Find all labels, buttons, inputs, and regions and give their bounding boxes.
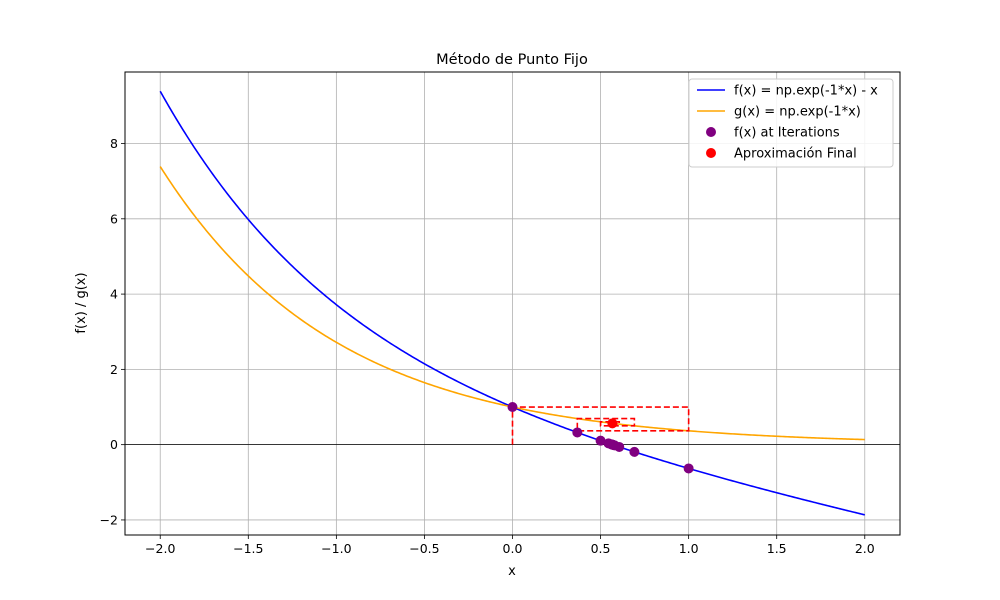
x-tick-label: −0.5 bbox=[409, 541, 439, 556]
iteration-point bbox=[572, 427, 583, 438]
y-tick-label: 4 bbox=[110, 287, 118, 302]
legend-marker-swatch bbox=[706, 148, 716, 158]
x-axis-ticks: −2.0 −1.5 −1.0 −0.5 0.0 0.5 1.0 1.5 2.0 bbox=[145, 535, 875, 556]
x-tick-label: 2.0 bbox=[855, 541, 875, 556]
final-approximation-point bbox=[607, 418, 618, 429]
y-axis-ticks: −2 0 2 4 6 8 bbox=[100, 136, 125, 527]
x-tick-label: −1.0 bbox=[321, 541, 351, 556]
x-axis-label: x bbox=[508, 564, 516, 579]
legend-label: f(x) at Iterations bbox=[734, 126, 840, 141]
legend-box bbox=[688, 78, 894, 168]
point-layer bbox=[507, 402, 694, 474]
x-tick-label: −1.5 bbox=[233, 541, 263, 556]
y-tick-label: 8 bbox=[110, 136, 118, 151]
iteration-point bbox=[595, 435, 606, 446]
iteration-point bbox=[607, 439, 618, 450]
y-tick-label: 6 bbox=[110, 211, 118, 226]
chart-title: Método de Punto Fijo bbox=[436, 52, 588, 68]
x-tick-label: −2.0 bbox=[145, 541, 175, 556]
y-tick-label: −2 bbox=[100, 512, 118, 527]
legend-label: g(x) = np.exp(-1*x) bbox=[734, 105, 861, 120]
legend: f(x) = np.exp(-1*x) - x g(x) = np.exp(-1*… bbox=[688, 78, 894, 168]
x-tick-label: 0.5 bbox=[591, 541, 611, 556]
legend-label: Aproximación Final bbox=[734, 147, 857, 162]
legend-marker-swatch bbox=[706, 127, 716, 137]
legend-label: f(x) = np.exp(-1*x) - x bbox=[734, 84, 878, 99]
y-tick-label: 2 bbox=[110, 362, 118, 377]
y-tick-label: 0 bbox=[110, 437, 118, 452]
y-axis-label: f(x) / g(x) bbox=[74, 272, 89, 333]
iteration-point bbox=[507, 402, 518, 413]
iteration-point bbox=[683, 463, 694, 474]
x-tick-label: 1.0 bbox=[679, 541, 699, 556]
iteration-point bbox=[629, 446, 640, 457]
x-tick-label: 0.0 bbox=[503, 541, 523, 556]
x-tick-label: 1.5 bbox=[767, 541, 787, 556]
